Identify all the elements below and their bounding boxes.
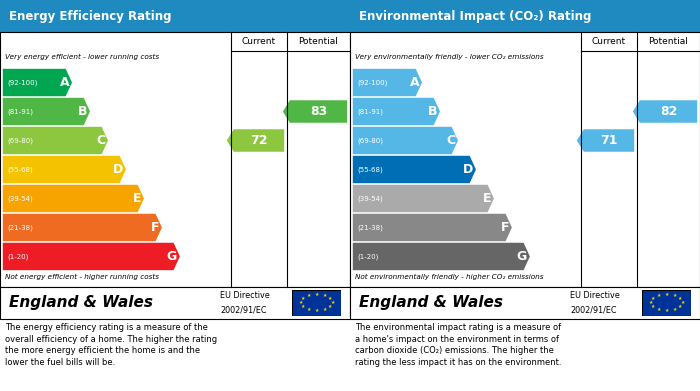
Text: (92-100): (92-100) (7, 79, 37, 86)
Text: A: A (410, 76, 419, 89)
Text: England & Wales: England & Wales (358, 295, 503, 310)
Text: ★: ★ (673, 293, 677, 298)
Text: D: D (463, 163, 473, 176)
Text: ★: ★ (307, 293, 311, 298)
Text: 2002/91/EC: 2002/91/EC (220, 305, 267, 314)
Bar (0, 32, 350, 287)
Text: (69-80): (69-80) (357, 137, 383, 144)
Polygon shape (3, 214, 162, 241)
Text: Energy Efficiency Rating: Energy Efficiency Rating (8, 9, 172, 23)
Polygon shape (633, 100, 697, 123)
Polygon shape (353, 156, 476, 183)
Text: D: D (113, 163, 123, 176)
Text: B: B (78, 105, 88, 118)
Bar (0, 287, 350, 319)
Text: Not environmentally friendly - higher CO₂ emissions: Not environmentally friendly - higher CO… (355, 274, 544, 280)
Text: G: G (517, 250, 527, 263)
Text: ★: ★ (673, 307, 677, 312)
Text: 82: 82 (660, 105, 677, 118)
Text: F: F (500, 221, 509, 234)
Text: Very environmentally friendly - lower CO₂ emissions: Very environmentally friendly - lower CO… (355, 54, 544, 60)
Text: (92-100): (92-100) (357, 79, 387, 86)
Text: Potential: Potential (649, 37, 688, 46)
Text: ★: ★ (314, 292, 319, 297)
Text: The environmental impact rating is a measure of
a home's impact on the environme: The environmental impact rating is a mea… (355, 323, 561, 367)
Bar (350, 287, 700, 319)
Polygon shape (3, 185, 144, 212)
Bar (350, 32, 700, 287)
Text: ★: ★ (657, 307, 661, 312)
Text: (1-20): (1-20) (357, 253, 379, 260)
Text: ★: ★ (301, 296, 305, 301)
Polygon shape (353, 214, 512, 241)
Text: (21-38): (21-38) (7, 224, 33, 231)
Text: ★: ★ (328, 296, 332, 301)
Bar (350, 0, 700, 32)
Text: ★: ★ (651, 296, 655, 301)
Text: C: C (96, 134, 105, 147)
Text: G: G (167, 250, 177, 263)
Text: (21-38): (21-38) (357, 224, 383, 231)
Text: ★: ★ (664, 308, 669, 314)
Text: (55-68): (55-68) (357, 166, 383, 173)
Text: Current: Current (592, 37, 626, 46)
Text: 2002/91/EC: 2002/91/EC (570, 305, 617, 314)
Polygon shape (3, 156, 126, 183)
Polygon shape (3, 69, 72, 96)
Text: Not energy efficient - higher running costs: Not energy efficient - higher running co… (6, 274, 160, 280)
Text: ★: ★ (323, 307, 327, 312)
Text: (69-80): (69-80) (7, 137, 33, 144)
Polygon shape (353, 69, 422, 96)
Polygon shape (353, 185, 494, 212)
Text: ★: ★ (328, 304, 332, 309)
Text: ★: ★ (301, 304, 305, 309)
Text: The energy efficiency rating is a measure of the
overall efficiency of a home. T: The energy efficiency rating is a measur… (6, 323, 218, 367)
Text: A: A (60, 76, 69, 89)
Text: EU Directive: EU Directive (570, 291, 620, 300)
Text: EU Directive: EU Directive (220, 291, 270, 300)
Polygon shape (227, 129, 284, 152)
Polygon shape (353, 98, 440, 125)
Text: (1-20): (1-20) (7, 253, 29, 260)
Text: Environmental Impact (CO₂) Rating: Environmental Impact (CO₂) Rating (358, 9, 591, 23)
Text: B: B (428, 105, 438, 118)
Text: 71: 71 (601, 134, 617, 147)
Polygon shape (3, 127, 108, 154)
Text: England & Wales: England & Wales (8, 295, 153, 310)
Polygon shape (283, 100, 347, 123)
Text: E: E (132, 192, 141, 205)
Polygon shape (577, 129, 634, 152)
Text: ★: ★ (678, 304, 682, 309)
Polygon shape (3, 243, 180, 270)
Text: ★: ★ (323, 293, 327, 298)
Text: F: F (150, 221, 159, 234)
Text: ★: ★ (649, 300, 653, 305)
Text: Very energy efficient - lower running costs: Very energy efficient - lower running co… (6, 54, 160, 60)
Text: Current: Current (242, 37, 276, 46)
Text: (55-68): (55-68) (7, 166, 33, 173)
Text: Potential: Potential (299, 37, 338, 46)
Text: 72: 72 (251, 134, 267, 147)
Text: ★: ★ (657, 293, 661, 298)
Text: ★: ★ (664, 292, 669, 297)
Text: (81-91): (81-91) (7, 108, 33, 115)
Text: ★: ★ (678, 296, 682, 301)
Text: ★: ★ (680, 300, 685, 305)
Polygon shape (353, 243, 530, 270)
Text: ★: ★ (651, 304, 655, 309)
Text: ★: ★ (314, 308, 319, 314)
Bar (0, 0, 350, 32)
Text: 83: 83 (310, 105, 327, 118)
Text: (39-54): (39-54) (7, 195, 33, 202)
Text: ★: ★ (299, 300, 303, 305)
Polygon shape (353, 127, 458, 154)
Text: (39-54): (39-54) (357, 195, 383, 202)
Text: ★: ★ (307, 307, 311, 312)
Text: ★: ★ (330, 300, 335, 305)
Text: C: C (446, 134, 455, 147)
Polygon shape (3, 98, 90, 125)
Text: (81-91): (81-91) (357, 108, 383, 115)
Text: E: E (482, 192, 491, 205)
